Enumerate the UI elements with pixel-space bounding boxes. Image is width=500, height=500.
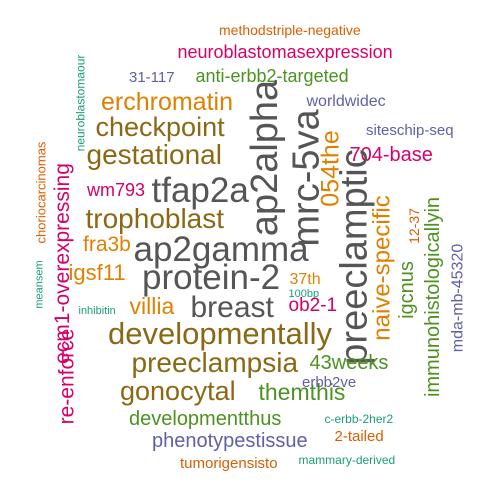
word-2-tailed: 2-tailed	[334, 427, 384, 445]
word-checkpoint: checkpoint	[95, 111, 225, 142]
word-ap2alpha: ap2alpha	[244, 79, 287, 237]
word-mammary-derived: mammary-derived	[298, 453, 396, 467]
word-meansem: meansem	[33, 259, 46, 309]
word-immunohistologicallyin: immunohistologicallyin	[422, 196, 445, 398]
word-37th: 37th	[289, 271, 321, 288]
word-43weeks: 43weeks	[309, 352, 389, 374]
word-developmentally: developmentally	[108, 315, 333, 351]
word-neuroblastomasexpression: neuroblastomasexpression	[177, 42, 393, 62]
word-phenotypestissue: phenotypestissue	[152, 430, 308, 452]
word-704-base: 704-base	[349, 144, 433, 166]
word-gonocytal: gonocytal	[120, 375, 236, 406]
word-igcnus: igcnus	[395, 261, 418, 319]
word-neuroblastomaour: neuroblastomaour	[72, 54, 87, 152]
word-siteschip-seq: siteschip-seq	[366, 121, 454, 139]
word-preeclampsia: preeclampsia	[131, 347, 299, 378]
word-igsf11: igsf11	[68, 260, 126, 285]
word-erbb2ve: erbb2ve	[302, 373, 357, 391]
word-wm793: wm793	[87, 180, 146, 200]
word-preeclamptic: preeclamptic	[333, 149, 376, 365]
word-fra3b: fra3b	[83, 232, 131, 256]
word-re-enforce: re-enforce	[55, 328, 79, 424]
word-trophoblast: trophoblast	[85, 203, 225, 234]
word-ob2-1: ob2-1	[288, 294, 338, 316]
word-inhibitin: inhibitin	[78, 304, 116, 317]
word-protein-2: protein-2	[142, 257, 281, 297]
word-ap2gamma: ap2gamma	[133, 229, 309, 269]
word-mda-mb-45320: mda-mb-45320	[448, 243, 466, 353]
word-31-117: 31-117	[129, 68, 175, 86]
word-anti-erbb2-targeted: anti-erbb2-targeted	[195, 66, 349, 86]
word-gestational: gestational	[86, 139, 222, 170]
word-choriocarcinomas: choriocarcinomas	[33, 141, 49, 243]
word-themthis: themthis	[258, 378, 346, 405]
word-worldwidec: worldwidec	[306, 93, 386, 110]
word-100bp: 100bp	[288, 287, 320, 300]
word-tfap2a: tfap2a	[151, 170, 249, 210]
word-12-37: 12-37	[405, 208, 422, 244]
word-breast: breast	[190, 291, 274, 324]
word-methodstriple-negative: methodstriple-negative	[219, 22, 361, 38]
word-naive-specific: naive-specific	[368, 195, 396, 341]
word-erchromatin: erchromatin	[101, 87, 233, 116]
word-c-erbb-2her2: c-erbb-2her2	[324, 412, 394, 426]
word-developmentthus: developmentthus	[129, 408, 282, 430]
word-tumorigensisto: tumorigensisto	[180, 454, 278, 472]
word-villia: villia	[129, 292, 175, 319]
